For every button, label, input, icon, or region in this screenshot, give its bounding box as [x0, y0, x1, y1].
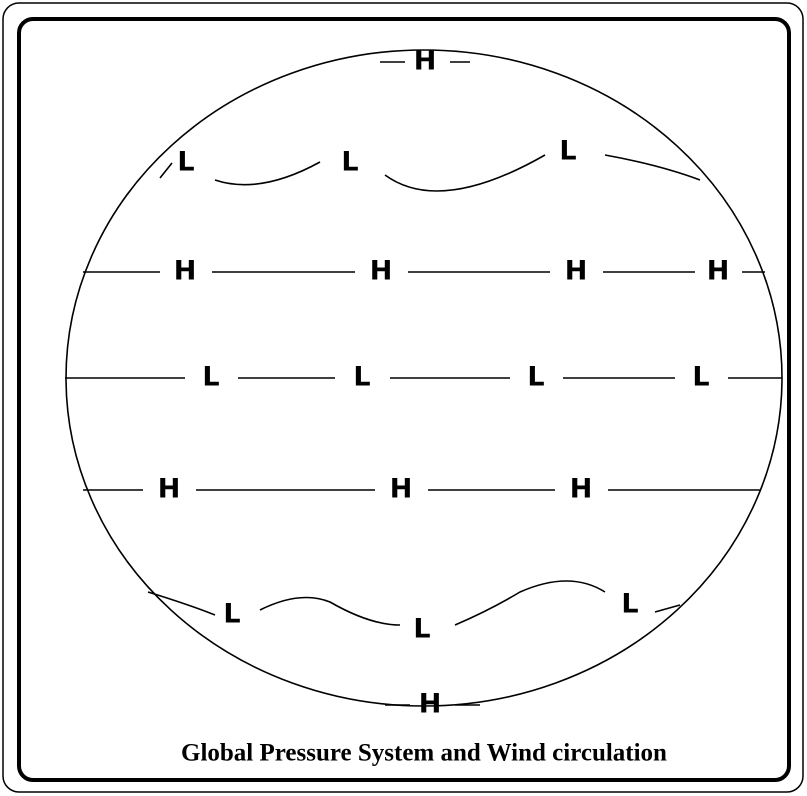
pressure-label: H: [174, 256, 197, 287]
pressure-label: L: [527, 362, 544, 393]
subpolar-north-line: [159, 154, 701, 192]
pressure-label: H: [414, 46, 437, 77]
pressure-label: L: [177, 147, 194, 178]
polar-lines: [380, 61, 480, 706]
pressure-label: H: [419, 689, 442, 720]
pressure-label: H: [570, 474, 593, 505]
pressure-lines: [65, 61, 782, 706]
pressure-label: L: [202, 362, 219, 393]
pressure-label: L: [621, 589, 638, 620]
pressure-label: H: [565, 256, 588, 287]
pressure-label: L: [223, 599, 240, 630]
pressure-label: L: [559, 136, 576, 167]
pressure-label: L: [353, 362, 370, 393]
pressure-label: L: [692, 362, 709, 393]
subpolar-south-line: [147, 580, 681, 626]
inner-frame: [17, 17, 791, 782]
pressure-label: H: [390, 474, 413, 505]
pressure-label: L: [413, 614, 430, 645]
pressure-label: H: [370, 256, 393, 287]
pressure-label: H: [158, 474, 181, 505]
pressure-label: H: [707, 256, 730, 287]
caption: Global Pressure System and Wind circulat…: [181, 740, 667, 767]
pressure-label: L: [341, 147, 358, 178]
